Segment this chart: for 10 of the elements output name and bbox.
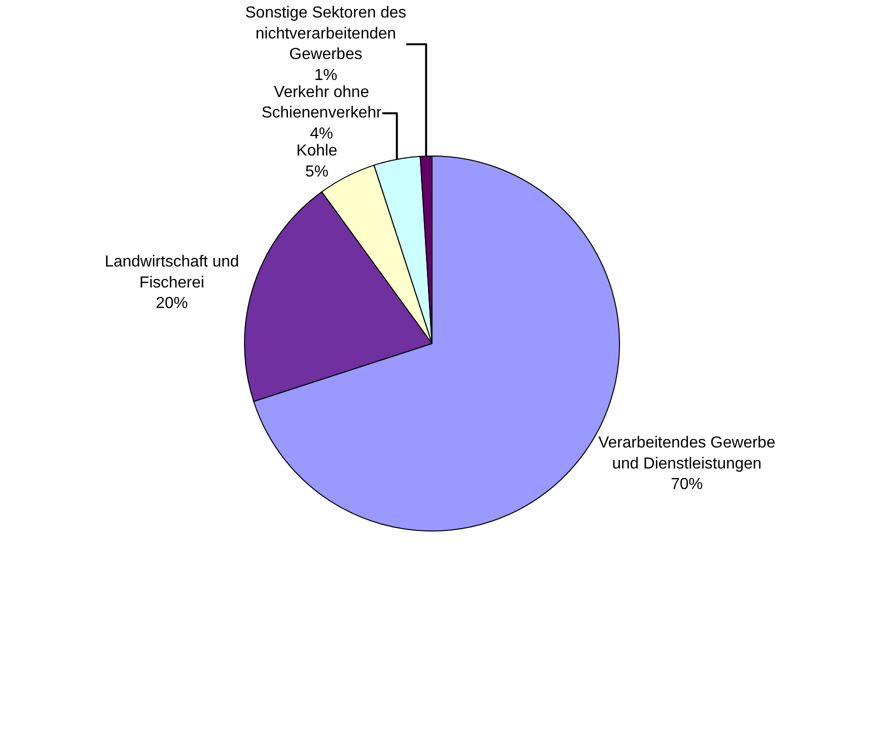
- data-label: 5%: [305, 163, 328, 180]
- slice-label: Sonstige Sektoren des nichtverarbeitenden Gewerbes: [245, 4, 406, 64]
- slice-label: Kohle: [296, 142, 338, 160]
- slice-label: Verkehr ohne Schienenverkehr: [261, 84, 382, 122]
- slice-label: Landwirtschaft und Fischerei: [104, 253, 240, 292]
- data-label: 20%: [156, 295, 188, 312]
- data-label: 4%: [310, 126, 334, 143]
- data-label: 1%: [314, 66, 338, 84]
- data-label: 70%: [670, 476, 703, 494]
- slice-label: Verarbeitendes Gewerbe und Dienstleistungen: [598, 434, 776, 472]
